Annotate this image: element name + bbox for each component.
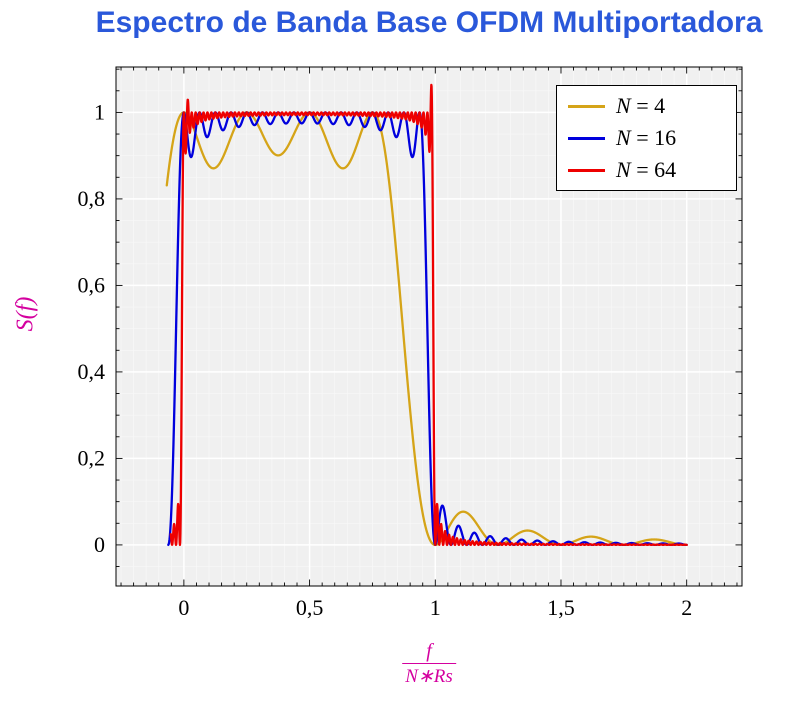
x-tick-label: 0,5: [296, 595, 324, 620]
curve-N-64: [169, 83, 688, 547]
x-axis-label-numerator: f: [426, 640, 432, 662]
legend-item: N = 64: [557, 154, 736, 186]
chart-title: Espectro de Banda Base OFDM Multiportado…: [95, 6, 763, 39]
curve-N-16: [167, 111, 688, 547]
legend-item-label: N = 16: [616, 125, 677, 150]
tick-labels: 0 0,5 1 1,5 2 0 0,2 0,4 0,6 0,8 1: [78, 99, 693, 620]
y-tick-label: 0,8: [78, 186, 106, 211]
legend-line-sample: [568, 168, 605, 172]
legend-item: N = 4: [557, 90, 736, 122]
legend: N = 4 N = 16 N = 64: [556, 85, 737, 191]
legend-item-label: N = 4: [616, 93, 666, 118]
x-tick-label: 1: [430, 595, 441, 620]
y-tick-label: 0,6: [78, 272, 106, 297]
fraction-bar: [402, 663, 456, 664]
series-curves: [165, 83, 688, 547]
minor-grid: [116, 67, 742, 586]
legend-item-label: N = 64: [616, 157, 677, 182]
legend-item: N = 16: [557, 122, 736, 154]
y-tick-label: 1: [94, 99, 105, 124]
y-tick-label: 0,4: [78, 359, 106, 384]
x-axis-label-denominator: N∗Rs: [405, 666, 453, 687]
y-tick-label: 0: [94, 532, 105, 557]
curve-N-4: [165, 111, 688, 547]
axis-ticks: [116, 67, 742, 586]
x-tick-label: 2: [681, 595, 692, 620]
x-tick-label: 0: [178, 595, 189, 620]
x-axis-fraction: f N∗Rs: [402, 640, 456, 687]
y-tick-label: 0,2: [78, 445, 106, 470]
plot-frame: [115, 66, 743, 587]
x-axis-label: f N∗Rs: [402, 640, 456, 687]
y-axis-label: S(f): [12, 296, 39, 332]
x-tick-label: 1,5: [547, 595, 575, 620]
legend-line-sample: [568, 104, 605, 108]
legend-line-sample: [568, 136, 605, 140]
